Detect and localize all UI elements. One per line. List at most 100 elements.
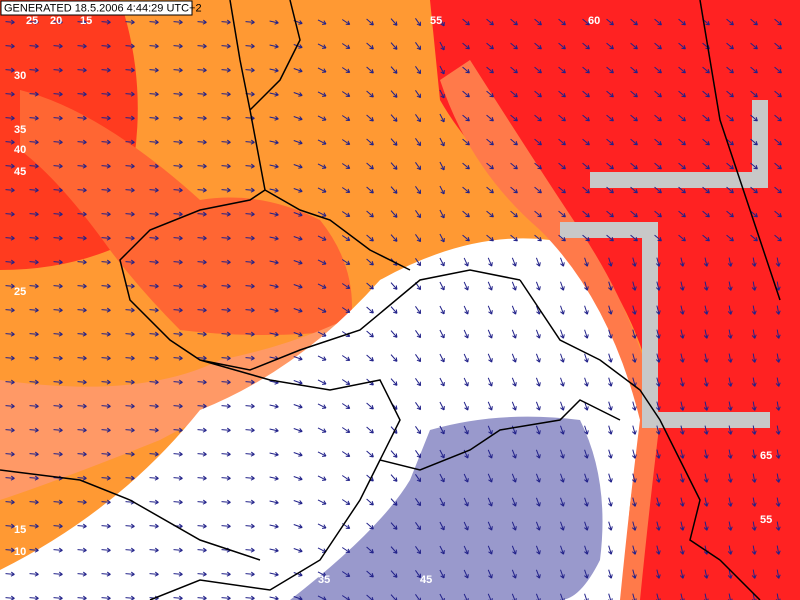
wind-arrow	[173, 475, 183, 481]
wind-arrow	[149, 499, 159, 505]
wind-arrow	[510, 66, 518, 74]
wind-arrow	[173, 211, 183, 217]
wind-arrow	[341, 403, 351, 410]
wind-arrow	[366, 498, 374, 506]
wind-arrow	[630, 138, 638, 146]
wind-arrow	[197, 43, 207, 49]
wind-arrow	[584, 257, 589, 267]
wind-arrow	[774, 162, 782, 170]
wind-arrow	[702, 90, 710, 98]
wind-arrow	[534, 66, 542, 74]
wind-arrow	[630, 210, 638, 218]
wind-arrow	[366, 66, 374, 74]
wind-arrow	[584, 521, 589, 531]
wind-arrow	[390, 162, 398, 170]
wind-arrow	[221, 67, 231, 73]
wind-arrow	[415, 450, 422, 459]
wind-arrow	[269, 307, 279, 313]
wind-arrow	[5, 307, 15, 313]
wind-arrow	[173, 355, 183, 361]
wind-arrow	[77, 139, 87, 145]
wind-arrow	[608, 449, 613, 459]
wind-arrow	[317, 187, 327, 193]
wind-arrow	[29, 571, 39, 577]
wind-arrow	[631, 329, 637, 339]
wind-arrow	[775, 449, 781, 459]
wind-arrow	[608, 593, 613, 600]
wind-arrow	[341, 355, 351, 362]
wind-arrow	[655, 377, 661, 387]
wind-arrow	[245, 475, 255, 481]
wind-arrow	[341, 427, 351, 434]
wind-arrow	[390, 522, 398, 530]
wind-arrow	[510, 90, 518, 98]
wind-arrow	[727, 401, 733, 411]
wind-arrow	[560, 377, 565, 387]
wind-arrow	[269, 427, 279, 433]
wind-arrow	[29, 499, 39, 505]
wind-arrow	[221, 187, 231, 193]
wind-arrow	[726, 138, 734, 146]
wind-arrow	[535, 425, 541, 435]
wind-arrow	[727, 281, 733, 291]
wind-arrow	[29, 283, 39, 289]
wind-arrow	[751, 545, 757, 555]
contour-label: 65	[760, 450, 772, 462]
wind-arrow	[53, 355, 63, 361]
wind-arrow	[197, 91, 207, 97]
wind-arrow	[53, 523, 63, 529]
wind-arrow	[390, 42, 398, 50]
wind-arrow	[703, 257, 709, 267]
wind-arrow	[486, 114, 494, 122]
wind-arrow	[149, 19, 159, 25]
wind-arrow	[606, 186, 614, 194]
wind-arrow	[125, 547, 135, 553]
wind-arrow	[679, 569, 685, 579]
wind-arrow	[53, 283, 63, 289]
wind-arrow	[415, 570, 422, 579]
wind-arrow	[630, 186, 638, 194]
wind-arrow	[774, 114, 782, 122]
wind-arrow	[197, 67, 207, 73]
wind-arrow	[366, 258, 374, 266]
wind-arrow	[415, 306, 422, 315]
wind-arrow	[511, 593, 517, 600]
wind-arrow	[654, 114, 662, 122]
wind-arrow	[631, 593, 637, 600]
contour-label: 15	[80, 15, 92, 27]
region-blue	[290, 416, 603, 600]
wind-arrow	[77, 283, 87, 289]
wind-arrow	[341, 163, 351, 170]
wind-arrow	[269, 523, 279, 529]
wind-arrow	[726, 210, 734, 218]
wind-arrow	[511, 545, 517, 555]
wind-arrow	[439, 161, 445, 171]
wind-arrow	[486, 210, 494, 218]
wind-arrow	[366, 162, 374, 170]
wind-arrow	[654, 42, 662, 50]
wind-arrow	[678, 114, 686, 122]
wind-arrow	[775, 569, 781, 579]
wind-arrow	[149, 307, 159, 313]
wind-arrow	[5, 331, 15, 337]
wind-arrow	[608, 377, 613, 387]
wind-arrow	[125, 379, 135, 385]
wind-arrow	[439, 329, 445, 339]
wind-arrow	[462, 162, 470, 170]
wind-arrow	[415, 546, 422, 555]
wind-arrow	[341, 115, 351, 122]
wind-arrow	[269, 259, 279, 265]
wind-arrow	[317, 331, 327, 337]
wind-arrow	[390, 138, 398, 146]
wind-arrow	[53, 19, 63, 25]
wind-arrow	[582, 66, 590, 74]
wind-arrow	[606, 114, 614, 122]
wind-arrow	[608, 353, 613, 363]
wind-arrow	[101, 259, 111, 265]
wind-arrow	[511, 521, 517, 531]
wind-arrow	[439, 305, 445, 315]
wind-arrow	[463, 377, 469, 387]
contour-label: 55	[760, 514, 772, 526]
wind-arrow	[101, 523, 111, 529]
wind-arrow	[415, 474, 422, 483]
